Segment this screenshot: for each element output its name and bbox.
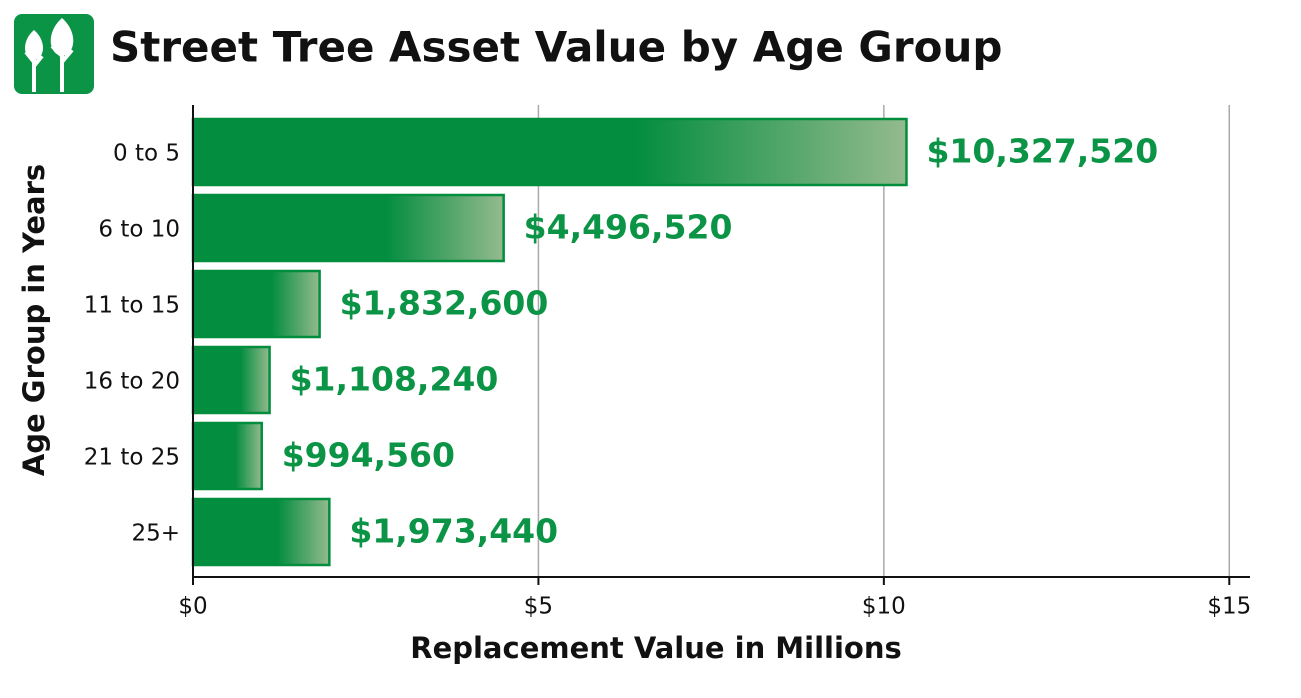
value-label: $1,108,240 [290,360,499,399]
y-tick-label: 11 to 15 [84,293,180,319]
value-label: $4,496,520 [524,208,733,247]
y-tick-label: 0 to 5 [113,141,180,167]
value-label: $994,560 [282,436,455,475]
x-axis-title: Replacement Value in Millions [410,631,902,665]
value-label: $10,327,520 [926,132,1158,171]
x-tick-label: $5 [524,594,553,620]
y-axis-title: Age Group in Years [17,164,51,476]
x-tick-label: $0 [178,594,207,620]
value-label: $1,973,440 [349,512,558,551]
x-tick-label: $15 [1207,594,1251,620]
logo [14,14,94,94]
x-tick-label: $10 [862,594,906,620]
bar [191,497,331,567]
y-tick-label: 6 to 10 [98,217,180,243]
bar [191,269,321,339]
value-label: $1,832,600 [340,284,549,323]
bar [191,421,263,491]
y-tick-label: 25+ [131,521,180,547]
y-tick-label: 21 to 25 [84,445,180,471]
bar [191,117,908,187]
y-tick-label: 16 to 20 [84,369,180,395]
bar [191,345,271,415]
chart-title: Street Tree Asset Value by Age Group [110,23,1002,72]
bar [191,193,505,263]
